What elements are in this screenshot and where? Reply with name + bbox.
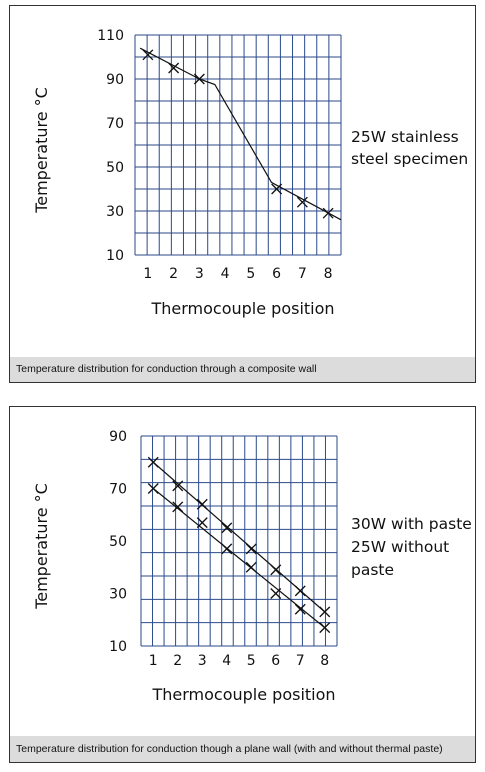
data-point-marker — [193, 73, 205, 85]
annotation-line: 25W without — [351, 538, 450, 556]
figure-caption: Temperature distribution for conduction … — [10, 736, 475, 762]
data-point-marker — [319, 622, 331, 634]
annotation-line: paste — [351, 561, 395, 579]
y-tick-label: 70 — [106, 116, 124, 132]
data-point-marker — [245, 561, 257, 573]
chart-composite-wall: 10 30 50 70 90 110 1 2 3 4 5 6 7 8 Thermocouple positi… — [32, 28, 342, 318]
x-tick-label: 4 — [222, 653, 231, 669]
chart-annotation: 25W stainless steel specimen — [351, 126, 468, 170]
x-tick-label: 2 — [173, 653, 182, 669]
annotation-line: 30W with paste — [351, 515, 472, 533]
data-point-marker — [296, 196, 308, 208]
data-point-marker — [221, 522, 233, 534]
x-tick-label: 6 — [271, 653, 280, 669]
y-tick-label: 10 — [109, 639, 127, 655]
x-tick-label: 5 — [247, 653, 256, 669]
y-tick-label: 10 — [106, 248, 124, 264]
data-point-marker — [147, 456, 159, 468]
y-axis-title: Temperature °C — [32, 483, 51, 610]
x-tick-label: 7 — [298, 266, 307, 282]
x-tick-label: 8 — [320, 653, 329, 669]
series-line — [152, 488, 326, 629]
data-point-marker — [196, 498, 208, 510]
data-point-marker — [245, 543, 257, 555]
data-point-marker — [172, 501, 184, 513]
data-point-marker — [172, 480, 184, 492]
chart-panel-composite-wall: 10 30 50 70 90 110 1 2 3 4 5 6 7 8 Thermocouple positi… — [9, 5, 476, 383]
data-point-marker — [294, 603, 306, 615]
data-point-marker — [322, 207, 334, 219]
x-tick-label: 7 — [296, 653, 305, 669]
data-point-marker — [142, 49, 154, 61]
x-tick-label: 5 — [246, 266, 255, 282]
y-tick-label: 90 — [106, 72, 124, 88]
x-tick-label: 1 — [143, 266, 152, 282]
x-tick-label: 3 — [195, 266, 204, 282]
x-tick-label: 8 — [324, 266, 333, 282]
data-point-marker — [319, 606, 331, 618]
y-tick-label: 90 — [109, 429, 127, 445]
x-tick-label: 4 — [221, 266, 230, 282]
series-line — [139, 47, 342, 221]
chart-plane-wall: 10 30 50 70 90 1 2 3 4 5 6 7 8 Thermocouple position T… — [32, 429, 338, 704]
grid — [134, 34, 342, 256]
annotation-line: steel specimen — [351, 150, 469, 168]
figure-caption: Temperature distribution for conduction … — [10, 357, 475, 382]
data-point-marker — [271, 183, 283, 195]
grid — [140, 435, 338, 647]
annotation-line: 25W stainless — [351, 128, 459, 146]
y-tick-label: 30 — [106, 204, 124, 220]
data-point-marker — [270, 564, 282, 576]
y-tick-label: 110 — [97, 28, 124, 44]
x-axis-title: Thermocouple position — [150, 299, 334, 318]
x-tick-label: 3 — [198, 653, 207, 669]
chart-annotation: 30W with paste 25W without paste — [351, 513, 472, 582]
y-tick-label: 30 — [109, 587, 127, 603]
y-tick-label: 50 — [109, 534, 127, 550]
y-axis-title: Temperature °C — [32, 87, 51, 214]
data-point-marker — [294, 585, 306, 597]
y-tick-label: 50 — [106, 160, 124, 176]
y-tick-label: 70 — [109, 482, 127, 498]
x-tick-label: 1 — [149, 653, 158, 669]
data-point-marker — [168, 62, 180, 74]
x-axis-title: Thermocouple position — [151, 685, 335, 704]
data-point-marker — [196, 517, 208, 529]
chart-panel-plane-wall: 10 30 50 70 90 1 2 3 4 5 6 7 8 Thermocouple position T… — [9, 406, 476, 763]
data-point-marker — [147, 483, 159, 494]
x-tick-label: 6 — [272, 266, 281, 282]
data-point-marker — [270, 588, 282, 599]
data-point-marker — [221, 543, 233, 555]
x-tick-label: 2 — [169, 266, 178, 282]
